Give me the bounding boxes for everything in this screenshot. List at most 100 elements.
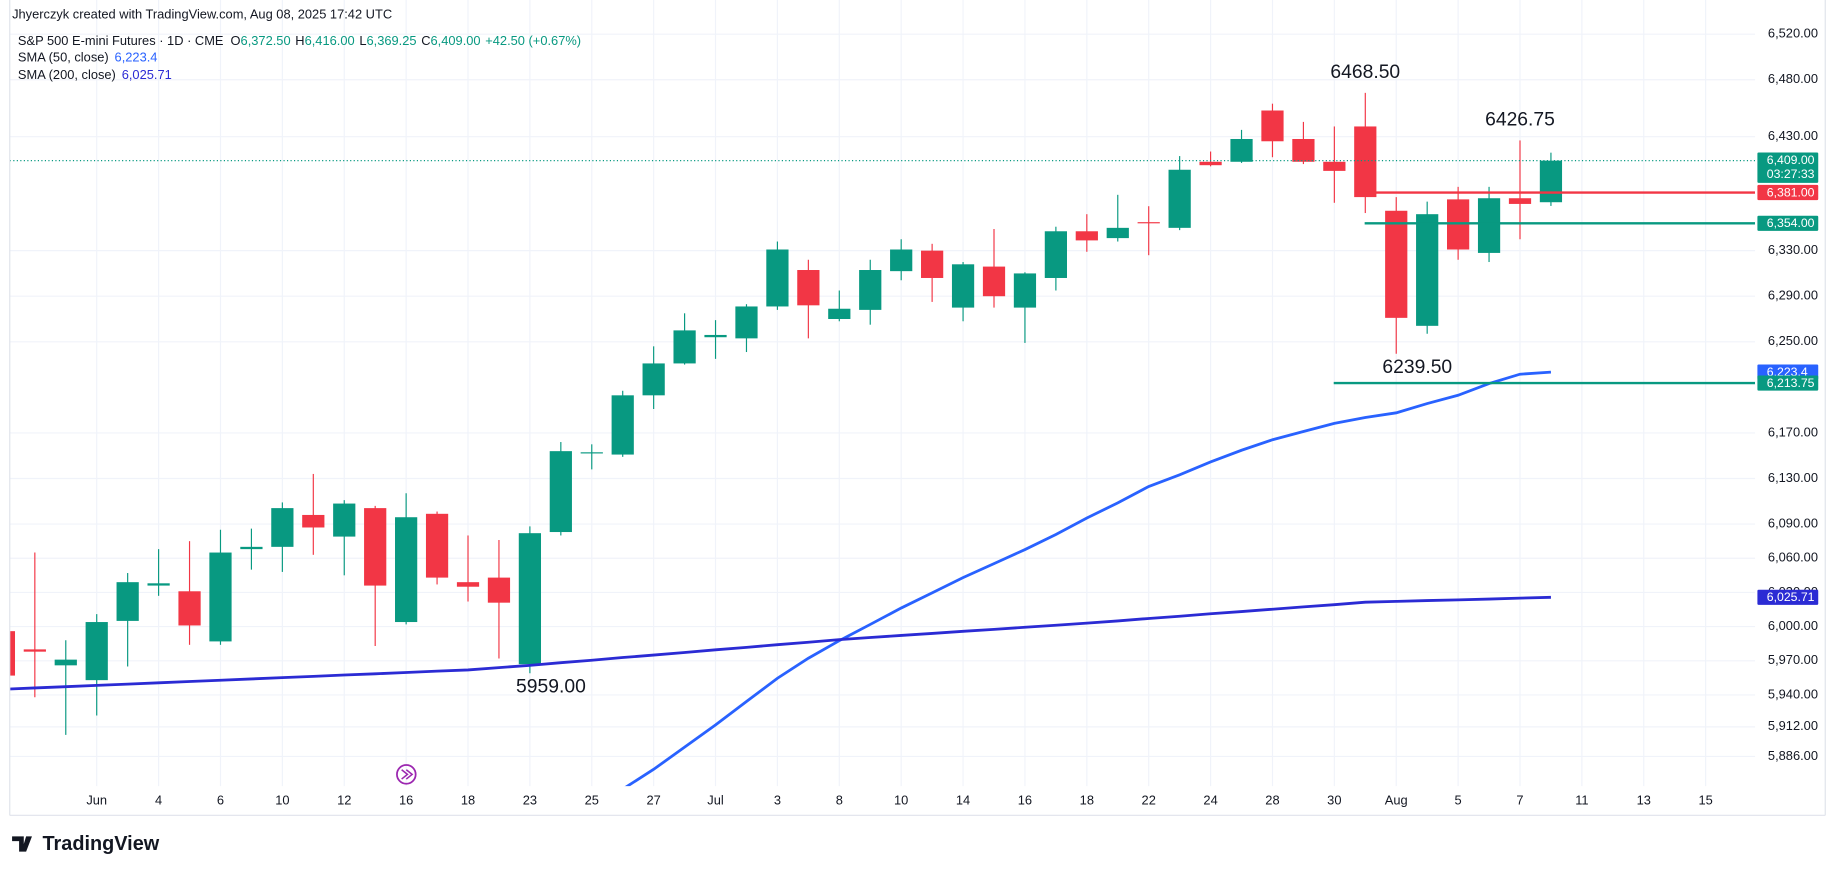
candle-body — [302, 514, 325, 528]
ohlc-key: L — [359, 34, 366, 49]
x-tick-label: 10 — [275, 793, 289, 808]
y-tick-label: 6,480.00 — [1768, 71, 1818, 86]
candle-body — [1106, 227, 1129, 239]
annotation: 5959.00 — [516, 676, 586, 697]
candle-body — [1168, 169, 1191, 228]
x-tick-label: Aug — [1385, 793, 1408, 808]
candle-body — [642, 363, 665, 396]
x-tick-label: 18 — [461, 793, 475, 808]
candle-body — [982, 266, 1006, 297]
x-tick-label: 3 — [774, 793, 781, 808]
x-tick-label: 10 — [894, 793, 908, 808]
candle-body — [1385, 210, 1408, 318]
x-tick-label: 16 — [1018, 793, 1032, 808]
x-tick-label: 30 — [1327, 793, 1341, 808]
candle-body — [209, 552, 232, 642]
indicator-name: SMA (200, close) — [18, 67, 116, 82]
ohlc-value: 6,372.50 — [241, 34, 291, 49]
candle-body — [147, 583, 170, 586]
ohlc-value: 6,369.25 — [366, 34, 416, 49]
candle-body — [23, 649, 46, 652]
candle-body — [921, 250, 944, 278]
price-tag-label: 6,381.00 — [1767, 185, 1815, 199]
x-tick-label: 25 — [585, 793, 599, 808]
x-tick-label: 14 — [956, 793, 970, 808]
x-tick-label: 5 — [1455, 793, 1462, 808]
annotation: 6239.50 — [1382, 357, 1452, 378]
y-tick-label: 6,520.00 — [1768, 26, 1818, 41]
sma200-legend: SMA (200, close) 6,025.71 — [18, 67, 172, 82]
x-tick-label: 13 — [1637, 793, 1651, 808]
last-price-tag — [1757, 152, 1819, 183]
y-tick-label: 6,290.00 — [1768, 288, 1818, 303]
candle-body — [859, 270, 882, 310]
x-tick-label: 6 — [217, 793, 224, 808]
plot-area — [9, 92, 1756, 787]
candle-body — [333, 503, 356, 537]
price-tag — [1757, 375, 1819, 391]
price-tag — [1757, 215, 1819, 231]
candle-body — [271, 508, 294, 547]
candle-body — [1261, 110, 1284, 142]
countdown: 03:27:33 — [1767, 167, 1815, 181]
candle-body — [1075, 231, 1098, 241]
x-tick-label: 27 — [646, 793, 660, 808]
candle-body — [735, 306, 758, 339]
candle-body — [951, 264, 975, 308]
ohlc-key: C — [421, 34, 430, 49]
grid — [9, 0, 1756, 787]
x-tick-label: 4 — [155, 793, 162, 808]
candle-body — [364, 508, 387, 586]
price-tag-label: 6,213.75 — [1767, 376, 1815, 390]
sma-line — [624, 370, 1552, 787]
y-tick-label: 6,170.00 — [1768, 424, 1818, 439]
x-tick-label: 18 — [1080, 793, 1094, 808]
candle-body — [395, 517, 418, 623]
symbol-legend: S&P 500 E-mini Futures · 1D · CME O6,372.… — [18, 34, 581, 49]
ohlc-value: 6,416.00 — [305, 34, 355, 49]
replay-icon[interactable] — [396, 764, 417, 785]
x-tick-label: 8 — [836, 793, 843, 808]
candle-body — [456, 582, 480, 587]
x-tick-label: 16 — [399, 793, 413, 808]
candle-body — [1416, 214, 1439, 326]
indicator-value: 6,223.4 — [115, 50, 158, 65]
x-tick-label: 11 — [1575, 793, 1588, 808]
candle-body — [1539, 160, 1563, 203]
y-tick-label: 6,130.00 — [1768, 470, 1818, 485]
candle-body — [549, 451, 572, 533]
candle-body — [85, 622, 108, 681]
y-tick-label: 5,970.00 — [1768, 652, 1818, 667]
x-tick-label: 15 — [1698, 793, 1712, 808]
candle-body — [518, 533, 542, 665]
attribution: Jhyerczyk created with TradingView.com, … — [12, 7, 392, 22]
indicator-name: SMA (50, close) — [18, 50, 109, 65]
x-tick-label: Jun — [86, 793, 107, 808]
candle-body — [425, 513, 449, 578]
sma-line — [9, 595, 1551, 691]
candle-body — [9, 631, 16, 676]
x-tick-label: 22 — [1142, 793, 1156, 808]
candle-body — [1044, 231, 1067, 278]
candle-body — [1137, 222, 1160, 224]
candle-body — [240, 546, 263, 550]
candle-body — [1013, 273, 1037, 308]
price-tag — [1757, 184, 1819, 201]
ohlc-key: H — [295, 34, 304, 49]
candle-body — [1508, 198, 1532, 204]
x-tick-label: 12 — [337, 793, 351, 808]
ohlc-value: 6,409.00 — [431, 34, 481, 49]
last-price-label: 6,409.00 — [1767, 153, 1815, 167]
x-tick-label: 7 — [1516, 793, 1523, 808]
x-tick-label: 28 — [1265, 793, 1279, 808]
candle-body — [1323, 161, 1346, 171]
ohlc-key: O — [231, 34, 241, 49]
y-tick-label: 6,250.00 — [1768, 333, 1818, 348]
price-tag-label: 6,223.4 — [1767, 365, 1808, 379]
price-tag-label: 6,025.71 — [1767, 590, 1815, 604]
candle-body — [116, 582, 139, 621]
symbol: S&P 500 E-mini Futures · 1D · CME — [18, 34, 224, 49]
price-axis: 6,520.00 6,480.00 6,430.00 6,330.00 6,290.00… — [1757, 26, 1819, 763]
